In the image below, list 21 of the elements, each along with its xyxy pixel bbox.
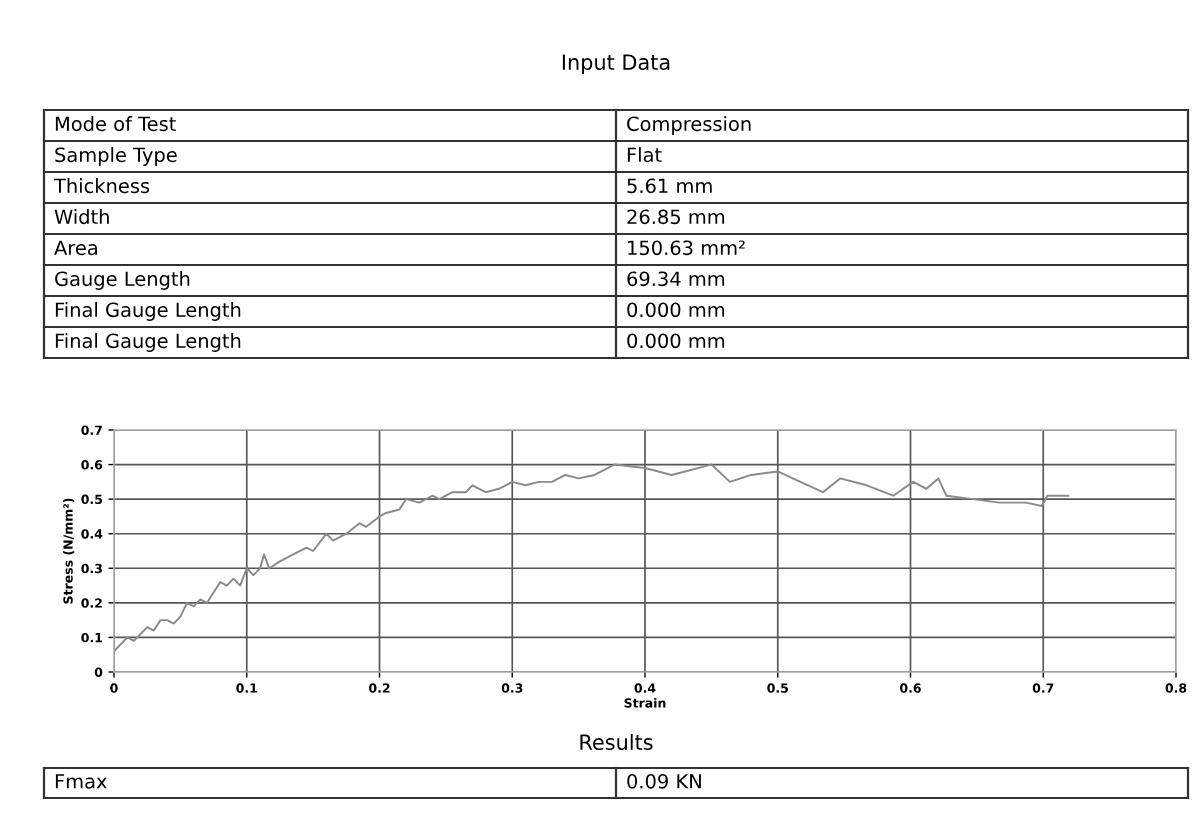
text: Width (54, 209, 109, 225)
text: 69.34 mm (627, 271, 725, 287)
text: Final Gauge Length (55, 333, 241, 352)
text: Final Gauge Length (55, 302, 241, 321)
text: Gauge Length (55, 271, 190, 290)
text: Thickness (53, 178, 150, 194)
text: 0.000 mm (627, 302, 725, 318)
text: 150.63 mm² (628, 240, 745, 256)
text: Compression (627, 116, 751, 135)
line-series (114, 463, 1070, 653)
text: Area (54, 240, 97, 256)
text: 0.09 KN (627, 773, 701, 789)
text: Flat (627, 147, 662, 163)
text: Fmax (55, 774, 107, 789)
text: 0.000 mm (627, 333, 725, 349)
text: 26.85 mm (627, 209, 725, 225)
text: Results (580, 733, 653, 751)
text: Sample Type (55, 147, 177, 166)
text: 5.61 mm (627, 178, 712, 194)
text: Mode of Test (55, 116, 176, 132)
text: Input Data (562, 54, 670, 75)
